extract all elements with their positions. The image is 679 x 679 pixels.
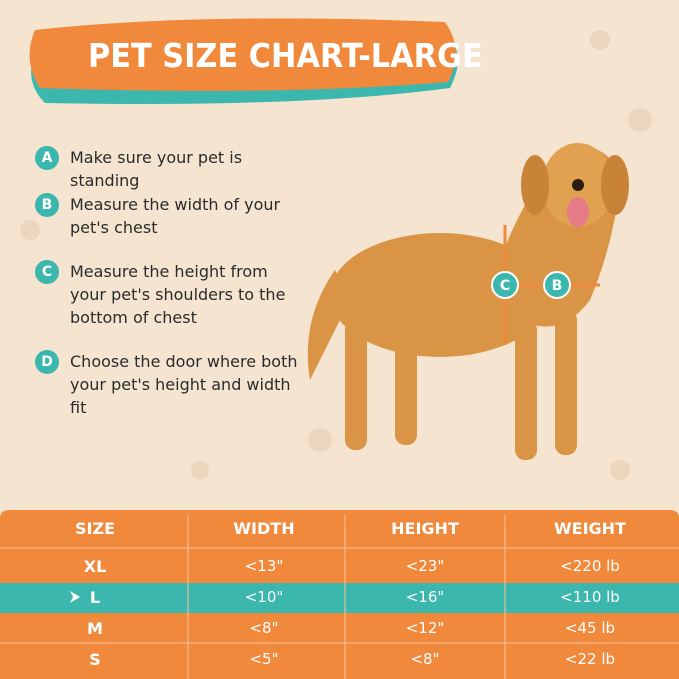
value-cell: <22 lb [564,650,616,668]
paw-prints [20,30,652,480]
height-label: C [500,278,510,294]
title: PET SIZE CHART-LARGE [88,36,483,75]
value-cell: <16" [405,588,445,606]
width-marker [543,271,571,299]
size-cell: M [87,619,103,638]
value-cell: <220 lb [560,557,620,575]
step-text: Make sure your pet is standing [70,148,243,190]
size-cell: XL [83,557,107,576]
header-cell: SIZE [74,519,115,538]
value-cell: <5" [249,650,279,668]
height-marker [491,271,519,299]
value-cell: <45 lb [564,619,616,637]
value-cell: <10" [244,588,284,606]
step-text: Choose the door where both your pet's he… [70,352,298,417]
dog-illustration [307,143,629,460]
size-cell: L [89,588,101,607]
value-cell: <12" [405,619,445,637]
table-lines [0,515,679,679]
step-text: Measure the height from your pet's shoul… [70,262,286,327]
value-cell: <110 lb [560,588,620,606]
header-cell: WIDTH [233,519,295,538]
step-letter: B [35,193,59,217]
value-cell: <13" [244,557,284,575]
step-text: Measure the width of your pet's chest [70,195,281,237]
width-label: B [552,278,563,294]
step-letter: C [35,260,59,284]
step-letter: D [35,350,59,374]
value-cell: <8" [249,619,279,637]
value-cell: <23" [405,557,445,575]
selected-arrow [70,591,80,603]
banner [29,18,456,91]
highlight-row [0,583,679,613]
step-letter: A [35,146,59,170]
value-cell: <8" [410,650,440,668]
size-cell: S [89,650,101,669]
header-cell: HEIGHT [391,519,459,538]
header-cell: WEIGHT [554,519,626,538]
